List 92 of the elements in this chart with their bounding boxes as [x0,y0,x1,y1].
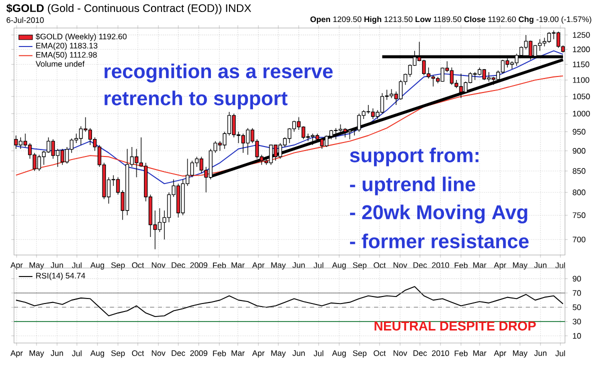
x-tick-label: Nov [394,350,408,356]
y-tick-label: 750 [572,212,586,218]
y-tick-label: 10 [572,333,581,339]
x-tick-label: 2010 [432,350,450,356]
x-tick-label: Oct [374,350,386,356]
chart-title: $GOLD (Gold - Continuous Contract (EOD)) INDX [6,4,252,14]
candlestick [450,67,454,86]
x-tick-label: Aug [90,350,104,358]
x-tick-label: Jul [72,262,82,268]
x-tick-label: Dec [172,262,186,268]
x-tick-label: Sep [111,262,125,270]
y-tick-label: 90 [572,276,581,282]
x-tick-label: Apr [10,262,23,270]
x-tick-label: Apr [494,350,506,358]
legend-label: $GOLD (Weekly) 1192.60 [36,33,127,41]
x-tick-label: Jul [555,262,565,268]
x-tick-label: Aug [332,350,346,358]
x-tick-label: Nov [152,350,166,356]
x-tick-label: Nov [152,262,166,268]
y-tick-label: 900 [572,148,586,154]
y-tick-label: 50 [572,304,581,310]
x-tick-label: 2010 [432,262,450,268]
x-tick-label: Aug [332,262,346,270]
candlestick [348,130,352,140]
x-tick-label: 2009 [190,262,208,268]
annotation: Volume undef [36,60,85,67]
x-tick-label: Feb [213,262,226,268]
x-tick-label: Dec [172,350,186,356]
x-tick-label: May [30,262,44,270]
x-tick-label: Dec [413,350,427,356]
x-tick-label: Apr [252,350,264,358]
x-tick-label: Feb [454,350,468,356]
annotation: - former resistance [350,234,529,248]
x-tick-label: Feb [213,350,226,356]
annotation: retrench to support [104,90,288,110]
x-tick-label: 2009 [190,350,208,356]
y-tick-label: 30 [572,318,581,324]
x-tick-label: May [513,262,528,270]
annotation: - 20wk Moving Avg [350,204,528,224]
x-tick-label: Jun [50,350,63,356]
x-tick-label: Apr [10,350,23,358]
x-tick-label: Jun [534,262,546,268]
x-tick-label: Jul [314,350,324,356]
legend-label: EMA(50) 1112.98 [36,52,97,60]
chart-subtitle: 6-Jul-2010 [6,17,44,23]
annotation: recognition as a reserve [104,64,333,82]
x-tick-label: Jun [50,262,63,268]
x-tick-label: Oct [132,350,144,356]
legend-label: EMA(20) 1183.13 [36,42,98,50]
line-series [16,286,564,318]
x-tick-label: Jul [555,350,565,356]
annotation: - uptrend line [350,176,476,196]
x-tick-label: Mar [473,350,486,356]
y-tick-label: 1000 [572,110,590,116]
candlestick [246,128,250,156]
x-tick-label: Jun [292,350,305,356]
x-tick-label: Feb [454,262,468,268]
x-tick-label: May [271,262,286,270]
x-tick-label: Dec [413,262,427,268]
x-tick-label: Mar [232,262,245,268]
x-tick-label: Mar [473,262,486,268]
y-tick-label: 1200 [572,46,590,52]
y-tick-label: 1150 [572,62,590,68]
x-tick-label: Apr [252,262,264,270]
x-tick-label: May [271,350,286,358]
legend-label: RSI(14) 54.74 [36,272,86,280]
x-tick-label: Jun [534,350,546,356]
x-tick-label: Sep [352,262,366,270]
annotation: support from: [350,148,478,166]
x-tick-label: Oct [132,262,144,268]
y-tick-label: 70 [572,290,581,296]
x-tick-label: Sep [111,350,125,358]
x-tick-label: Jun [292,262,305,268]
x-tick-label: Jul [72,350,82,356]
x-tick-label: Nov [394,262,408,268]
y-tick-label: 1100 [572,77,590,83]
y-tick-label: 950 [572,128,586,135]
x-tick-label: May [30,350,44,358]
y-tick-label: 1250 [572,32,590,38]
x-tick-label: Oct [374,262,386,268]
y-tick-label: 850 [572,168,586,174]
x-tick-label: Apr [494,262,506,270]
annotation: NEUTRAL DESPITE DROP [374,321,536,331]
x-tick-label: Jul [314,262,324,268]
x-tick-label: Sep [352,350,366,358]
x-tick-label: Aug [90,262,104,270]
text: Open 1209.50 High 1213.50 Low 1189.50 Close 1192.60 Chg -19.00 (-1.57%) [310,16,592,24]
y-tick-label: 800 [572,190,586,196]
y-tick-label: 700 [572,236,586,242]
x-tick-label: Mar [232,350,245,356]
x-tick-label: May [513,350,528,358]
y-tick-label: 1050 [572,94,590,100]
